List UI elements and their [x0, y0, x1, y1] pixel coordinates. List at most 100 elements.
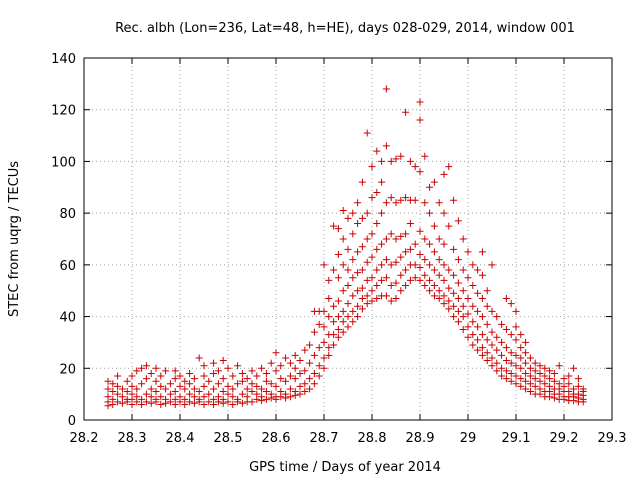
data-point — [435, 199, 443, 207]
data-point — [416, 276, 424, 284]
data-point — [378, 276, 386, 284]
data-point — [200, 372, 208, 380]
data-point — [166, 390, 174, 398]
data-point — [248, 388, 256, 396]
data-point — [517, 331, 525, 339]
data-point — [421, 256, 429, 264]
data-point — [387, 261, 395, 269]
data-point — [579, 385, 587, 393]
data-point — [459, 266, 467, 274]
data-point — [522, 338, 530, 346]
data-point — [354, 199, 362, 207]
data-point — [541, 380, 549, 388]
data-point — [114, 372, 122, 380]
data-point — [190, 375, 198, 383]
data-point — [445, 284, 453, 292]
y-tick-label: 40 — [59, 311, 76, 326]
data-point — [214, 380, 222, 388]
data-point — [344, 245, 352, 253]
data-point — [522, 349, 530, 357]
data-point — [498, 372, 506, 380]
data-point — [454, 279, 462, 287]
data-point — [416, 251, 424, 259]
data-point — [440, 292, 448, 300]
data-point — [186, 390, 194, 398]
data-point — [406, 276, 414, 284]
data-point — [171, 367, 179, 375]
data-point — [464, 310, 472, 318]
data-point — [411, 163, 419, 171]
data-point — [368, 230, 376, 238]
data-point — [406, 157, 414, 165]
data-point — [344, 300, 352, 308]
data-point — [541, 372, 549, 380]
y-tick-label: 60 — [59, 259, 76, 274]
data-point — [522, 359, 530, 367]
data-point — [214, 367, 222, 375]
data-point — [219, 395, 227, 403]
data-point — [402, 282, 410, 290]
data-point — [474, 266, 482, 274]
data-point — [397, 232, 405, 240]
data-point — [224, 398, 232, 406]
data-point — [349, 292, 357, 300]
data-point — [459, 235, 467, 243]
data-point — [291, 388, 299, 396]
data-point — [114, 390, 122, 398]
data-point — [478, 331, 486, 339]
data-point — [512, 336, 520, 344]
data-point — [210, 395, 218, 403]
data-point — [354, 269, 362, 277]
data-point — [358, 305, 366, 313]
data-point — [469, 341, 477, 349]
data-point — [272, 367, 280, 375]
data-point — [315, 362, 323, 370]
data-point — [474, 289, 482, 297]
data-point — [358, 178, 366, 186]
data-point — [210, 369, 218, 377]
data-point — [296, 382, 304, 390]
data-point — [483, 302, 491, 310]
data-point — [301, 367, 309, 375]
data-point — [464, 294, 472, 302]
data-point — [363, 292, 371, 300]
data-point — [555, 362, 563, 370]
data-point — [478, 351, 486, 359]
data-point — [147, 369, 155, 377]
data-point — [320, 261, 328, 269]
data-point — [118, 393, 126, 401]
data-point — [454, 294, 462, 302]
data-point — [536, 385, 544, 393]
data-point — [234, 362, 242, 370]
data-point — [392, 235, 400, 243]
data-point — [555, 380, 563, 388]
data-point — [358, 284, 366, 292]
data-point — [186, 398, 194, 406]
data-point — [512, 307, 520, 315]
data-point — [296, 357, 304, 365]
data-point — [114, 398, 122, 406]
data-point — [397, 271, 405, 279]
data-point — [430, 248, 438, 256]
data-point — [195, 395, 203, 403]
data-point — [450, 313, 458, 321]
data-point — [392, 279, 400, 287]
data-point — [565, 388, 573, 396]
data-point — [507, 359, 515, 367]
y-axis: 0 20 40 60 80 100 120 140 — [51, 52, 612, 429]
y-tick-label: 20 — [59, 362, 76, 377]
data-point — [282, 354, 290, 362]
data-point — [272, 349, 280, 357]
data-point — [450, 289, 458, 297]
data-point — [200, 362, 208, 370]
data-point — [171, 395, 179, 403]
data-point — [426, 209, 434, 217]
data-point — [426, 287, 434, 295]
data-point — [382, 235, 390, 243]
data-point — [334, 297, 342, 305]
data-point — [507, 377, 515, 385]
data-point — [157, 372, 165, 380]
data-point — [267, 359, 275, 367]
data-point — [344, 313, 352, 321]
